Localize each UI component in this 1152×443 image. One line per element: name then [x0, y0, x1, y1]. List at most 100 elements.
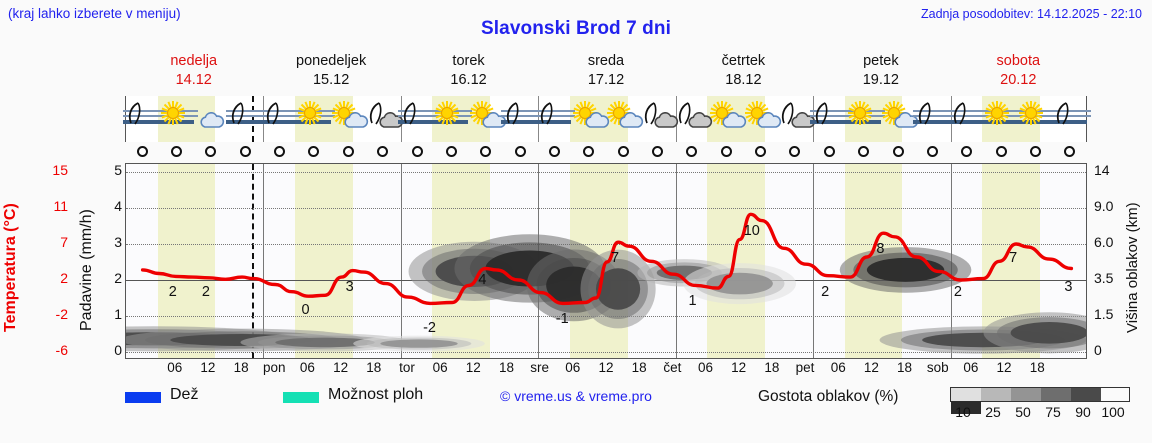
wind-direction-marker [445, 146, 457, 157]
day-header-1: ponedeljek 15.12 [262, 52, 399, 92]
rain-legend-swatch [125, 392, 161, 403]
cloud-density-tick-labels: 10 25 50 75 90 100 [943, 404, 1143, 422]
day-date: 14.12 [175, 72, 212, 88]
cloud-height-axis-ticks: 14 9.0 6.0 3.5 1.5 0 [1092, 162, 1128, 363]
x-tick-label: sob [926, 360, 949, 375]
last-updated-label: Zadnja posodobitev: 14.12.2025 - 22:10 [920, 7, 1142, 21]
cloud-density-tick: 75 [1045, 404, 1061, 420]
x-tick-label: 12 [598, 360, 614, 375]
cloud-density-blob [1010, 322, 1086, 344]
x-tick-label: čet [663, 360, 682, 375]
wind-direction-marker [858, 146, 870, 157]
cloud-icon [756, 112, 782, 128]
day-name: petek [863, 53, 899, 69]
temperature-value-label: 2 [201, 284, 210, 300]
axis-tick-label: 3 [114, 234, 122, 250]
x-tick-label: 12 [996, 360, 1012, 375]
weather-icon-sun-cloud [467, 96, 507, 142]
temperature-line [140, 212, 1074, 306]
axis-tick-label: -2 [55, 306, 68, 322]
temperature-axis-title: Temperatura (°C) [2, 203, 19, 333]
weather-icon-moon-cloud [639, 96, 679, 142]
moon-icon [778, 102, 798, 125]
cloud-icon [584, 112, 610, 128]
cloud-density-blob [595, 268, 641, 310]
day-header-2: torek 16.12 [400, 52, 537, 92]
sun-icon [160, 101, 185, 125]
page-title: Slavonski Brod 7 dni [481, 18, 671, 39]
wind-direction-marker [995, 146, 1007, 157]
copyright-label: © vreme.us & vreme.pro [500, 388, 652, 404]
axis-tick-label: 4 [114, 198, 122, 214]
cloud-density-blob [706, 272, 773, 295]
day-date: 16.12 [450, 72, 487, 88]
x-tick-label: 06 [565, 360, 581, 375]
wind-direction-marker [926, 146, 938, 157]
moon-icon [641, 102, 661, 125]
cloud-density-step [951, 388, 981, 401]
day-separator [263, 96, 265, 142]
wind-direction-row [125, 143, 1087, 163]
temperature-value-label: 2 [953, 284, 962, 300]
fog-icon [913, 110, 954, 130]
x-tick-label: sre [530, 360, 550, 375]
day-separator [263, 164, 265, 358]
wind-direction-marker [1064, 146, 1076, 157]
wind-direction-marker [686, 146, 698, 157]
sun-icon [1019, 101, 1044, 125]
sun-icon [882, 101, 907, 125]
wind-direction-marker [548, 146, 560, 157]
temperature-value-label: 7 [1009, 250, 1018, 266]
wind-direction-marker [583, 146, 595, 157]
weather-icon-sun-fog [432, 96, 473, 142]
moon-icon [263, 102, 283, 125]
wind-direction-marker [136, 146, 148, 157]
axis-tick-label: 0 [114, 342, 122, 358]
day-date: 15.12 [312, 72, 350, 88]
moon-icon [1053, 102, 1073, 125]
fog-icon [535, 110, 576, 130]
menu-note: (kraj lahko izberete v meniju) [8, 6, 181, 21]
weather-icon-band [123, 96, 1091, 142]
day-date: 19.12 [862, 72, 899, 88]
cloud-density-tick: 90 [1075, 404, 1091, 420]
temperature-value-label: 3 [345, 278, 354, 295]
temperature-axis-ticks: 15 11 7 2 -2 -6 [30, 162, 70, 363]
weather-icon-sun-cloud [604, 96, 644, 142]
x-tick-label: 12 [200, 360, 216, 375]
sun-icon [607, 101, 632, 125]
axis-tick-label: 15 [52, 162, 68, 178]
x-tick-label: 18 [1029, 360, 1045, 375]
cloud-icon [721, 112, 747, 128]
cloud-density-legend-title: Gostota oblakov (%) [758, 388, 899, 405]
weather-icon-moon-fog [226, 96, 267, 142]
grid-line [126, 352, 1086, 353]
daylight-shade [157, 164, 216, 358]
x-tick-label: 06 [963, 360, 979, 375]
x-tick-label: 06 [432, 360, 448, 375]
temperature-value-label: -2 [423, 320, 436, 336]
now-marker [251, 164, 254, 358]
weather-icon-moon-fog [535, 96, 576, 142]
precipitation-axis-ticks: 5 4 3 2 1 0 [104, 162, 124, 363]
sun-icon [572, 101, 597, 125]
weather-icon-moon-fog [947, 96, 988, 142]
x-tick-label: 18 [233, 360, 249, 375]
wind-direction-marker [1029, 146, 1041, 157]
x-tick-label: 18 [498, 360, 514, 375]
moon-icon [400, 102, 420, 125]
weather-icon-moon-fog [123, 96, 164, 142]
sun-icon [744, 101, 769, 125]
x-tick-label: 12 [731, 360, 747, 375]
axis-tick-label: 1.5 [1094, 306, 1114, 322]
axis-tick-label: 3.5 [1094, 270, 1114, 286]
weather-icon-moon-cloud [673, 96, 713, 142]
fog-icon [501, 110, 542, 130]
moon-icon [812, 102, 832, 125]
x-tick-label: 06 [698, 360, 714, 375]
daylight-shade [707, 164, 766, 358]
fog-icon [260, 110, 301, 130]
axis-tick-label: 1 [114, 306, 122, 322]
grid-line [126, 208, 1086, 209]
x-tick-label: 12 [863, 360, 879, 375]
